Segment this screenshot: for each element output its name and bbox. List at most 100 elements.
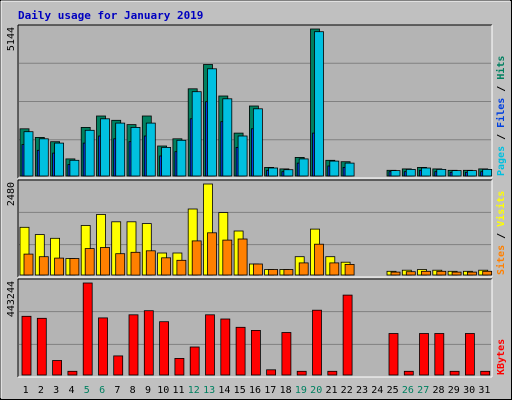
x-tick-label-day-16: 16 — [249, 385, 261, 396]
bar-pages-day-31 — [482, 168, 493, 177]
bar-pages-day-25 — [390, 170, 401, 177]
x-tick-label-day-12: 12 — [188, 385, 200, 396]
y-max-label: 443244 — [6, 281, 17, 317]
bar-kbytes-day-28 — [434, 333, 445, 376]
bar-pages-day-5 — [84, 129, 95, 177]
bar-kbytes-day-9 — [143, 310, 154, 376]
bar-kbytes-day-6 — [98, 317, 108, 376]
bar-pages-day-9 — [145, 122, 156, 177]
bar-kbytes-day-12 — [189, 346, 200, 376]
bar-kbytes-day-7 — [113, 355, 124, 376]
x-tick-label-day-22: 22 — [341, 385, 353, 396]
bar-sites-day-4 — [69, 258, 80, 276]
bar-kbytes-day-5 — [82, 282, 93, 376]
legend-entry: / — [496, 227, 507, 245]
bar-pages-day-15 — [237, 135, 248, 177]
bar-sites-day-31 — [482, 270, 493, 276]
bar-sites-day-30 — [466, 271, 477, 276]
bar-pages-day-11 — [176, 139, 187, 177]
bar-pages-day-30 — [466, 170, 477, 177]
x-tick-label-day-8: 8 — [130, 385, 136, 396]
bar-pages-day-21 — [329, 160, 340, 177]
bar-kbytes-day-3 — [52, 360, 62, 376]
x-tick-label-day-28: 28 — [432, 385, 444, 396]
bar-pages-day-13 — [207, 68, 217, 177]
bar-pages-day-29 — [451, 170, 462, 177]
y-max-label: 5144 — [6, 27, 17, 51]
bar-kbytes-day-8 — [128, 314, 139, 376]
bar-sites-day-16 — [252, 263, 263, 276]
bar-kbytes-day-20 — [312, 309, 322, 376]
bar-kbytes-day-10 — [159, 321, 170, 376]
bar-kbytes-day-18 — [281, 332, 292, 376]
bar-kbytes-day-1 — [21, 315, 32, 376]
legend-entry: Files — [495, 98, 507, 128]
x-tick-label-day-26: 26 — [402, 385, 414, 396]
chart-title: Daily usage for January 2019 — [18, 9, 203, 22]
x-tick-label-day-5: 5 — [84, 385, 90, 396]
legend-entry: Hits — [495, 56, 507, 80]
bar-sites-day-21 — [329, 262, 340, 276]
x-tick-label-day-27: 27 — [417, 385, 429, 396]
legend-entry: / — [496, 80, 507, 98]
bar-sites-day-15 — [237, 238, 248, 276]
bar-kbytes-day-2 — [36, 317, 47, 376]
x-tick-label-day-11: 11 — [172, 385, 184, 396]
bar-pages-day-3 — [54, 142, 64, 177]
bar-sites-day-27 — [421, 270, 431, 276]
bar-sites-day-26 — [405, 271, 416, 276]
bar-sites-day-7 — [115, 253, 126, 276]
bar-sites-day-20 — [314, 243, 324, 276]
bar-pages-day-7 — [115, 122, 126, 177]
bar-pages-day-8 — [130, 127, 141, 177]
bar-kbytes-day-15 — [235, 326, 246, 376]
bar-pages-day-1 — [23, 131, 34, 177]
x-tick-label-day-19: 19 — [295, 385, 307, 396]
bar-pages-day-18 — [283, 169, 294, 177]
bar-sites-day-12 — [191, 240, 202, 276]
bar-pages-day-10 — [161, 146, 172, 177]
legend-entry: / — [496, 128, 507, 146]
bar-sites-day-5 — [84, 248, 95, 276]
bar-sites-day-18 — [283, 269, 294, 276]
x-tick-label-day-31: 31 — [478, 385, 490, 396]
bar-pages-day-2 — [38, 138, 49, 177]
x-tick-label-day-14: 14 — [218, 385, 230, 396]
x-tick-label-day-17: 17 — [264, 385, 276, 396]
bar-kbytes-day-4 — [67, 370, 78, 376]
legend-label: Pages / Files / Hits — [495, 56, 507, 176]
x-tick-label-day-4: 4 — [68, 385, 74, 396]
bar-sites-day-22 — [344, 263, 355, 276]
bar-kbytes-day-17 — [266, 369, 277, 376]
bar-pages-day-19 — [298, 158, 309, 177]
x-tick-label-day-20: 20 — [310, 385, 322, 396]
x-tick-label-day-7: 7 — [114, 385, 120, 396]
bar-sites-day-3 — [54, 257, 64, 276]
x-tick-label-day-21: 21 — [325, 385, 337, 396]
bar-sites-day-14 — [222, 239, 233, 276]
bar-kbytes-day-19 — [296, 370, 307, 376]
x-tick-label-day-25: 25 — [387, 385, 399, 396]
bar-kbytes-day-22 — [342, 294, 353, 376]
legend-entry: Pages — [496, 146, 507, 176]
y-max-label: 2480 — [6, 182, 17, 206]
x-tick-label-day-23: 23 — [356, 385, 368, 396]
bar-kbytes-day-13 — [205, 314, 215, 376]
bar-sites-day-29 — [451, 271, 462, 276]
x-tick-label-day-10: 10 — [157, 385, 169, 396]
x-tick-label-day-13: 13 — [203, 385, 215, 396]
x-tick-label-day-15: 15 — [234, 385, 246, 396]
bar-sites-day-8 — [130, 251, 141, 276]
legend-entry: KBytes — [496, 339, 507, 375]
x-tick-label-day-29: 29 — [448, 385, 460, 396]
bar-sites-day-25 — [390, 271, 401, 276]
bar-pages-day-16 — [252, 108, 263, 177]
x-tick-label-day-18: 18 — [280, 385, 292, 396]
bar-sites-day-2 — [38, 256, 49, 276]
bar-pages-day-14 — [222, 98, 233, 177]
bar-sites-day-13 — [207, 232, 217, 276]
legend-entry: Visits — [495, 191, 507, 227]
bar-kbytes-day-27 — [419, 333, 429, 376]
bar-pages-day-6 — [100, 118, 110, 177]
